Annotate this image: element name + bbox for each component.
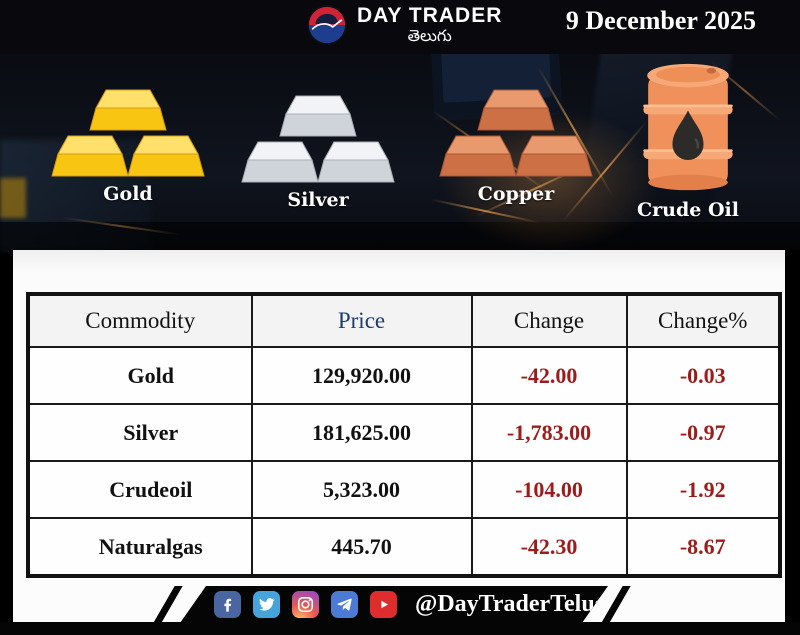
instagram-icon[interactable]: [292, 591, 319, 618]
cell-commodity: Naturalgas: [27, 517, 253, 577]
col-header-change: Change: [470, 293, 628, 348]
bottom-border: [0, 622, 800, 635]
cell-change: -104.00: [470, 460, 628, 519]
brand-logo-group: DAY TRADER తెలుగు: [306, 4, 502, 46]
col-header-change-pct: Change%: [625, 293, 781, 348]
bull-bear-logo-icon: [306, 4, 348, 46]
commodity-label-crude-oil: Crude Oil: [637, 199, 739, 221]
cell-price: 181,625.00: [250, 403, 473, 462]
cell-change-pct: -8.67: [625, 517, 781, 577]
cell-price: 5,323.00: [250, 460, 473, 519]
cell-commodity: Crudeoil: [27, 460, 253, 519]
brand-subtitle-telugu: తెలుగు: [407, 26, 452, 46]
social-handle: @DayTraderTelugu: [415, 591, 621, 617]
cell-change: -42.30: [470, 517, 628, 577]
machinery-decor: [0, 178, 26, 218]
cell-change-pct: -1.92: [625, 460, 781, 519]
header-bar: DAY TRADER తెలుగు 9 December 2025: [0, 0, 800, 54]
cell-commodity: Gold: [27, 346, 253, 405]
col-header-price: Price: [250, 293, 473, 348]
social-ribbon: @DayTraderTelugu: [180, 586, 608, 623]
shelf-decor: [0, 222, 800, 250]
date-text: 9 December 2025: [565, 6, 756, 35]
table-row: Crudeoil 5,323.00 -104.00 -1.92: [27, 460, 781, 519]
commodity-silver: Silver: [238, 94, 398, 211]
col-header-commodity: Commodity: [27, 293, 253, 348]
cell-change-pct: -0.97: [625, 403, 781, 462]
cell-commodity: Silver: [27, 403, 253, 462]
commodity-label-copper: Copper: [477, 183, 555, 205]
oil-barrel-icon: [643, 63, 733, 191]
commodity-label-gold: Gold: [103, 183, 153, 205]
commodity-copper: Copper: [436, 88, 596, 205]
table-row: Silver 181,625.00 -1,783.00 -0.97: [27, 403, 781, 462]
silver-bars-icon: [242, 96, 394, 182]
telegram-icon[interactable]: [331, 591, 358, 618]
table-row: Gold 129,920.00 -42.00 -0.03: [27, 346, 781, 405]
commodity-price-table: Commodity Price Change Change% Gold 129,…: [27, 293, 781, 577]
cell-price: 129,920.00: [250, 346, 473, 405]
cell-change-pct: -0.03: [625, 346, 781, 405]
table-header-row: Commodity Price Change Change%: [27, 293, 781, 348]
cell-change: -1,783.00: [470, 403, 628, 462]
cell-price: 445.70: [250, 517, 473, 577]
gold-bars-icon: [52, 90, 204, 176]
table-row: Naturalgas 445.70 -42.30 -8.67: [27, 517, 781, 577]
commodity-crude-oil: Crude Oil: [636, 60, 740, 221]
commodity-label-silver: Silver: [287, 189, 349, 211]
twitter-icon[interactable]: [253, 591, 280, 618]
brand-title: DAY TRADER: [357, 4, 503, 28]
cell-change: -42.00: [470, 346, 628, 405]
commodity-gold: Gold: [52, 88, 204, 205]
copper-bars-icon: [440, 90, 592, 176]
youtube-icon[interactable]: [370, 591, 397, 618]
facebook-icon[interactable]: [214, 591, 241, 618]
